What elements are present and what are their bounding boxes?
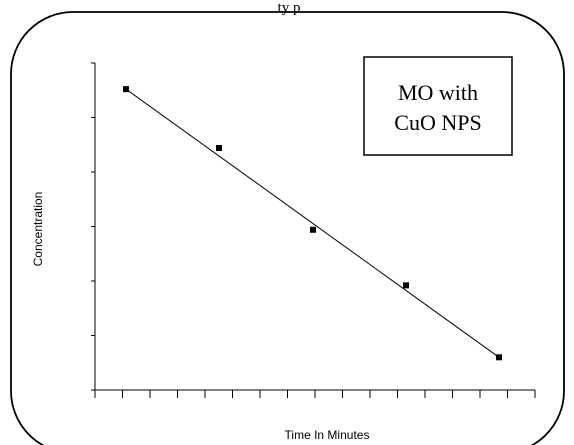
chart-frame bbox=[10, 11, 565, 445]
data-point bbox=[216, 145, 222, 152]
legend-line-1: MO with bbox=[398, 80, 478, 105]
top-caption: ty p bbox=[278, 0, 301, 16]
ticks-group bbox=[91, 62, 536, 398]
data-point bbox=[496, 354, 502, 361]
legend-box bbox=[363, 56, 513, 156]
series-group bbox=[123, 86, 502, 361]
data-point bbox=[123, 86, 129, 93]
data-point bbox=[403, 282, 409, 289]
legend-group: MO with CuO NPS bbox=[363, 56, 513, 156]
x-axis-label: Time In Minutes bbox=[285, 428, 370, 442]
y-axis-label: Concentration bbox=[31, 192, 45, 267]
data-point bbox=[310, 226, 316, 233]
trend-line bbox=[125, 88, 500, 358]
legend-line-2: CuO NPS bbox=[394, 110, 481, 135]
